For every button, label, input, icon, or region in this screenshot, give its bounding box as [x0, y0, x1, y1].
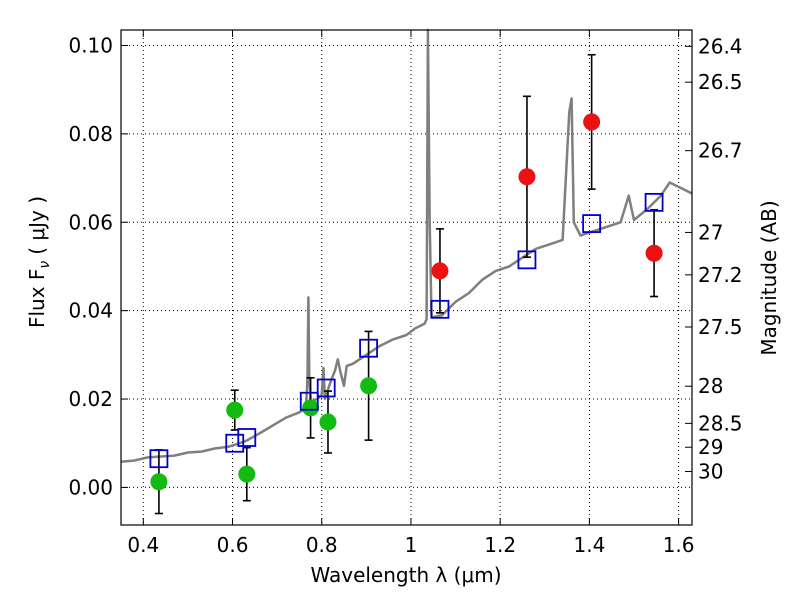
data-point-square [225, 433, 245, 453]
data-markers [149, 113, 664, 491]
data-point-square [517, 250, 537, 270]
grid [121, 30, 692, 525]
x-tick-label: 1.2 [484, 533, 516, 557]
data-point-circle [238, 465, 256, 483]
right-tick-label: 30 [698, 460, 723, 484]
data-point-square [237, 428, 257, 447]
data-point-circle [302, 399, 320, 417]
data-point-square [582, 214, 602, 233]
right-tick-label: 27.5 [698, 315, 743, 339]
x-tick-label: 0.8 [306, 533, 338, 557]
y-axis-label-unit: ( μJy ) [25, 196, 49, 255]
right-tick-label: 28.5 [698, 411, 743, 435]
data-point-square [316, 378, 336, 398]
y-axis-label-main: Flux F [25, 269, 49, 328]
y-tick-label: 0.08 [68, 122, 113, 146]
data-point-circle [431, 262, 449, 280]
y-tick-label: 0.10 [68, 33, 113, 57]
x-tick-label: 1 [405, 533, 418, 557]
data-point-square [644, 192, 664, 212]
x-axis-label: Wavelength λ (μm) [310, 563, 501, 587]
right-axis-label: Magnitude (AB) [757, 200, 781, 355]
plot-frame [120, 29, 693, 526]
data-point-square [299, 391, 319, 411]
data-point-square [149, 449, 169, 469]
right-tick-label: 27.2 [698, 263, 743, 287]
error-bars [154, 53, 659, 515]
x-tick-label: 1.4 [573, 533, 605, 557]
y-axis-label-sub: ν [37, 261, 53, 269]
data-point-square [359, 338, 378, 358]
x-tick-label: 0.6 [217, 533, 249, 557]
model-spectrum-line [120, 28, 693, 464]
x-tick-label: 0.4 [127, 533, 159, 557]
data-point-circle [150, 473, 168, 491]
right-tick-label: 26.4 [698, 34, 743, 58]
data-point-circle [226, 401, 244, 419]
right-tick-label: 26.7 [698, 139, 743, 163]
axis-ticks: 0.4 0.6 0.8 1 1.2 1.4 1.6 0.00 0.02 0.04 0.06 0.08 0… [68, 30, 743, 557]
data-point-circle [583, 113, 601, 131]
x-tick-label: 1.6 [663, 533, 695, 557]
right-tick-label: 26.5 [698, 70, 743, 94]
data-point-circle [319, 413, 337, 431]
y-tick-label: 0.00 [68, 475, 113, 499]
right-tick-label: 27 [698, 220, 723, 244]
y-tick-label: 0.02 [68, 387, 113, 411]
data-point-circle [645, 244, 663, 262]
y-tick-label: 0.06 [68, 210, 113, 234]
right-tick-label: 29 [698, 435, 723, 459]
data-point-circle [518, 168, 536, 186]
y-tick-label: 0.04 [68, 299, 113, 323]
data-point-circle [360, 377, 378, 395]
right-tick-label: 28 [698, 374, 723, 398]
model-spectrum [120, 28, 693, 464]
y-axis-label: Flux Fν ( μJy ) [25, 196, 53, 328]
data-point-square [430, 299, 450, 319]
